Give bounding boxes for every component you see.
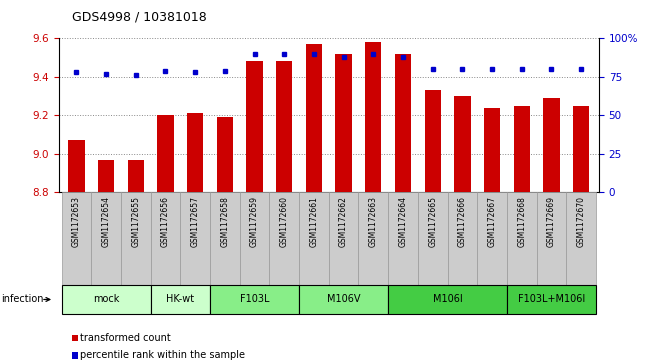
Text: F103L+M106I: F103L+M106I [518,294,585,305]
Bar [98,160,115,192]
Bar [246,61,263,192]
Text: GSM1172664: GSM1172664 [398,196,408,247]
Text: GSM1172665: GSM1172665 [428,196,437,247]
Bar [536,192,566,285]
Text: GSM1172668: GSM1172668 [518,196,526,247]
Bar [210,285,299,314]
Bar [187,113,203,192]
Bar [418,192,447,285]
Bar [566,192,596,285]
Text: percentile rank within the sample: percentile rank within the sample [80,350,245,360]
Text: GSM1172670: GSM1172670 [577,196,586,247]
Bar [276,61,292,192]
Text: GSM1172656: GSM1172656 [161,196,170,247]
Text: GSM1172669: GSM1172669 [547,196,556,247]
Bar [514,106,530,192]
Text: GSM1172653: GSM1172653 [72,196,81,247]
Bar [454,96,471,192]
Bar [128,160,144,192]
Text: GSM1172663: GSM1172663 [368,196,378,247]
Bar [329,192,359,285]
Bar [573,106,589,192]
Bar [150,285,210,314]
Bar [477,192,507,285]
Text: mock: mock [93,294,119,305]
Bar [217,117,233,192]
Bar [68,140,85,192]
Text: GSM1172658: GSM1172658 [220,196,229,247]
Text: M106I: M106I [433,294,462,305]
Bar [359,192,388,285]
Bar [62,192,91,285]
Bar [543,98,560,192]
Bar [424,90,441,192]
Bar [335,54,352,192]
Text: GSM1172655: GSM1172655 [132,196,140,247]
Bar [507,285,596,314]
Bar [484,107,500,192]
Text: GSM1172661: GSM1172661 [309,196,318,247]
Bar [270,192,299,285]
Bar [91,192,121,285]
Text: GDS4998 / 10381018: GDS4998 / 10381018 [72,11,206,24]
Text: GSM1172657: GSM1172657 [191,196,200,247]
Text: F103L: F103L [240,294,270,305]
Bar [158,115,174,192]
Bar [306,44,322,192]
Bar [365,42,381,192]
Text: M106V: M106V [327,294,361,305]
Text: GSM1172662: GSM1172662 [339,196,348,247]
Text: infection: infection [1,294,44,305]
Bar [150,192,180,285]
Bar [388,192,418,285]
Text: GSM1172666: GSM1172666 [458,196,467,247]
Bar [388,285,507,314]
Text: GSM1172654: GSM1172654 [102,196,111,247]
FancyArrowPatch shape [44,298,50,301]
Text: GSM1172667: GSM1172667 [488,196,497,247]
Text: GSM1172659: GSM1172659 [250,196,259,247]
Text: HK-wt: HK-wt [166,294,195,305]
Bar [121,192,150,285]
Bar [240,192,270,285]
Text: transformed count: transformed count [80,333,171,343]
Bar [299,285,388,314]
Bar [395,54,411,192]
Bar [180,192,210,285]
Text: GSM1172660: GSM1172660 [280,196,289,247]
Bar [210,192,240,285]
Bar [447,192,477,285]
Bar [507,192,536,285]
Bar [62,285,150,314]
Bar [299,192,329,285]
